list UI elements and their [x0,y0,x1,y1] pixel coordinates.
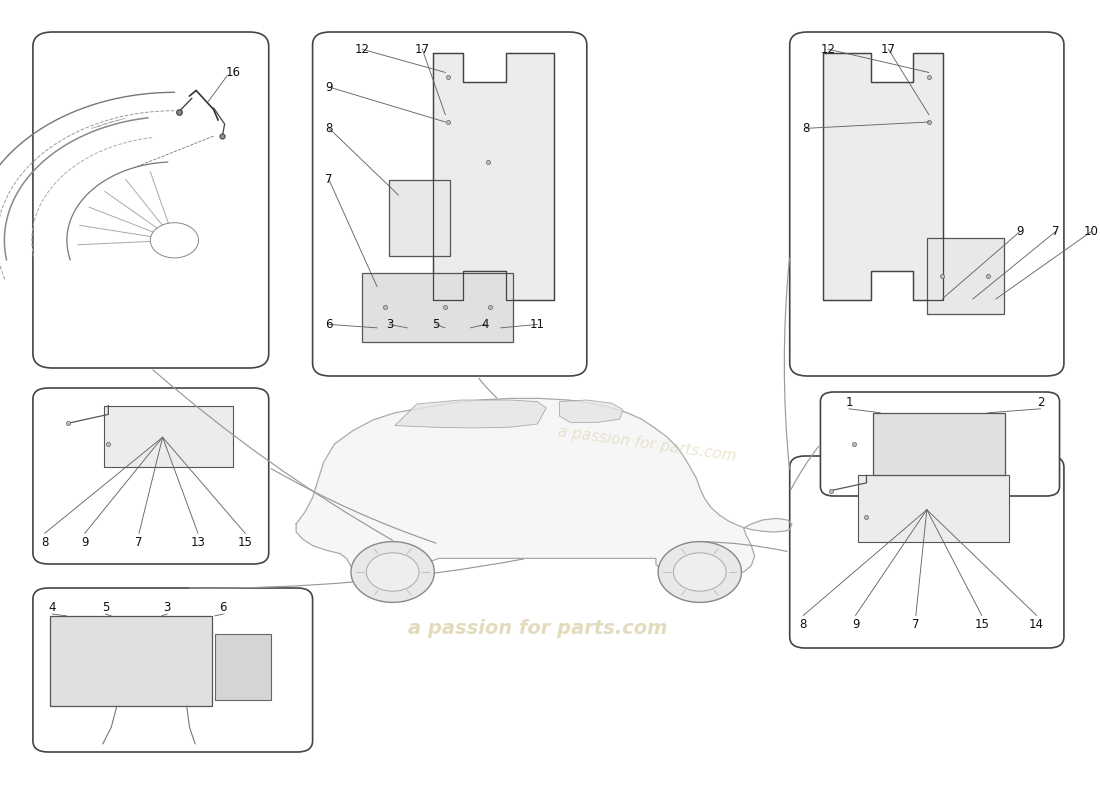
Text: 9: 9 [851,618,859,631]
Text: 17: 17 [415,42,430,56]
Polygon shape [433,53,554,300]
Text: a passion for parts.com: a passion for parts.com [408,618,668,638]
Bar [873,413,1004,475]
Polygon shape [296,398,792,579]
Polygon shape [366,553,419,591]
Text: 11: 11 [530,318,544,331]
Text: 5: 5 [102,601,109,614]
Bar [214,634,271,699]
Text: 7: 7 [135,536,143,550]
Text: 15: 15 [238,536,253,550]
Text: 9: 9 [1016,225,1024,238]
Text: 7: 7 [1052,225,1059,238]
Text: 6: 6 [219,601,227,614]
Bar [389,180,450,256]
Text: 17: 17 [881,42,895,56]
Text: 4: 4 [48,601,56,614]
Polygon shape [560,400,623,422]
Bar [50,616,212,706]
Text: 6: 6 [326,318,333,331]
Text: 4: 4 [482,318,490,331]
Text: 2: 2 [1036,396,1044,409]
FancyBboxPatch shape [821,392,1059,496]
FancyBboxPatch shape [33,32,268,368]
Text: 7: 7 [912,618,920,631]
FancyBboxPatch shape [790,32,1064,376]
Bar [362,273,513,342]
Text: 8: 8 [800,618,807,631]
Text: 3: 3 [386,318,393,331]
Text: 13: 13 [190,536,206,550]
Text: 15: 15 [975,618,989,631]
Text: 12: 12 [354,42,370,56]
Text: 1: 1 [846,396,852,409]
Bar [103,406,233,467]
Polygon shape [673,553,726,591]
Text: 16: 16 [226,66,241,79]
Text: 9: 9 [81,536,88,550]
Text: 8: 8 [326,122,332,135]
Text: 8: 8 [41,536,48,550]
FancyBboxPatch shape [312,32,586,376]
Text: 5: 5 [432,318,440,331]
Text: 10: 10 [1084,225,1099,238]
FancyBboxPatch shape [33,588,312,752]
Text: 7: 7 [326,174,333,186]
Text: 8: 8 [803,122,810,135]
FancyBboxPatch shape [790,456,1064,648]
Text: 3: 3 [164,601,170,614]
Text: 14: 14 [1028,618,1044,631]
Bar [927,238,1003,314]
Polygon shape [823,53,944,300]
Text: a passion for parts.com: a passion for parts.com [557,424,737,464]
Bar [858,475,1009,542]
Polygon shape [658,542,741,602]
Polygon shape [395,400,547,428]
Text: 9: 9 [326,81,333,94]
Polygon shape [351,542,435,602]
FancyBboxPatch shape [33,388,268,564]
Text: 12: 12 [821,42,836,56]
